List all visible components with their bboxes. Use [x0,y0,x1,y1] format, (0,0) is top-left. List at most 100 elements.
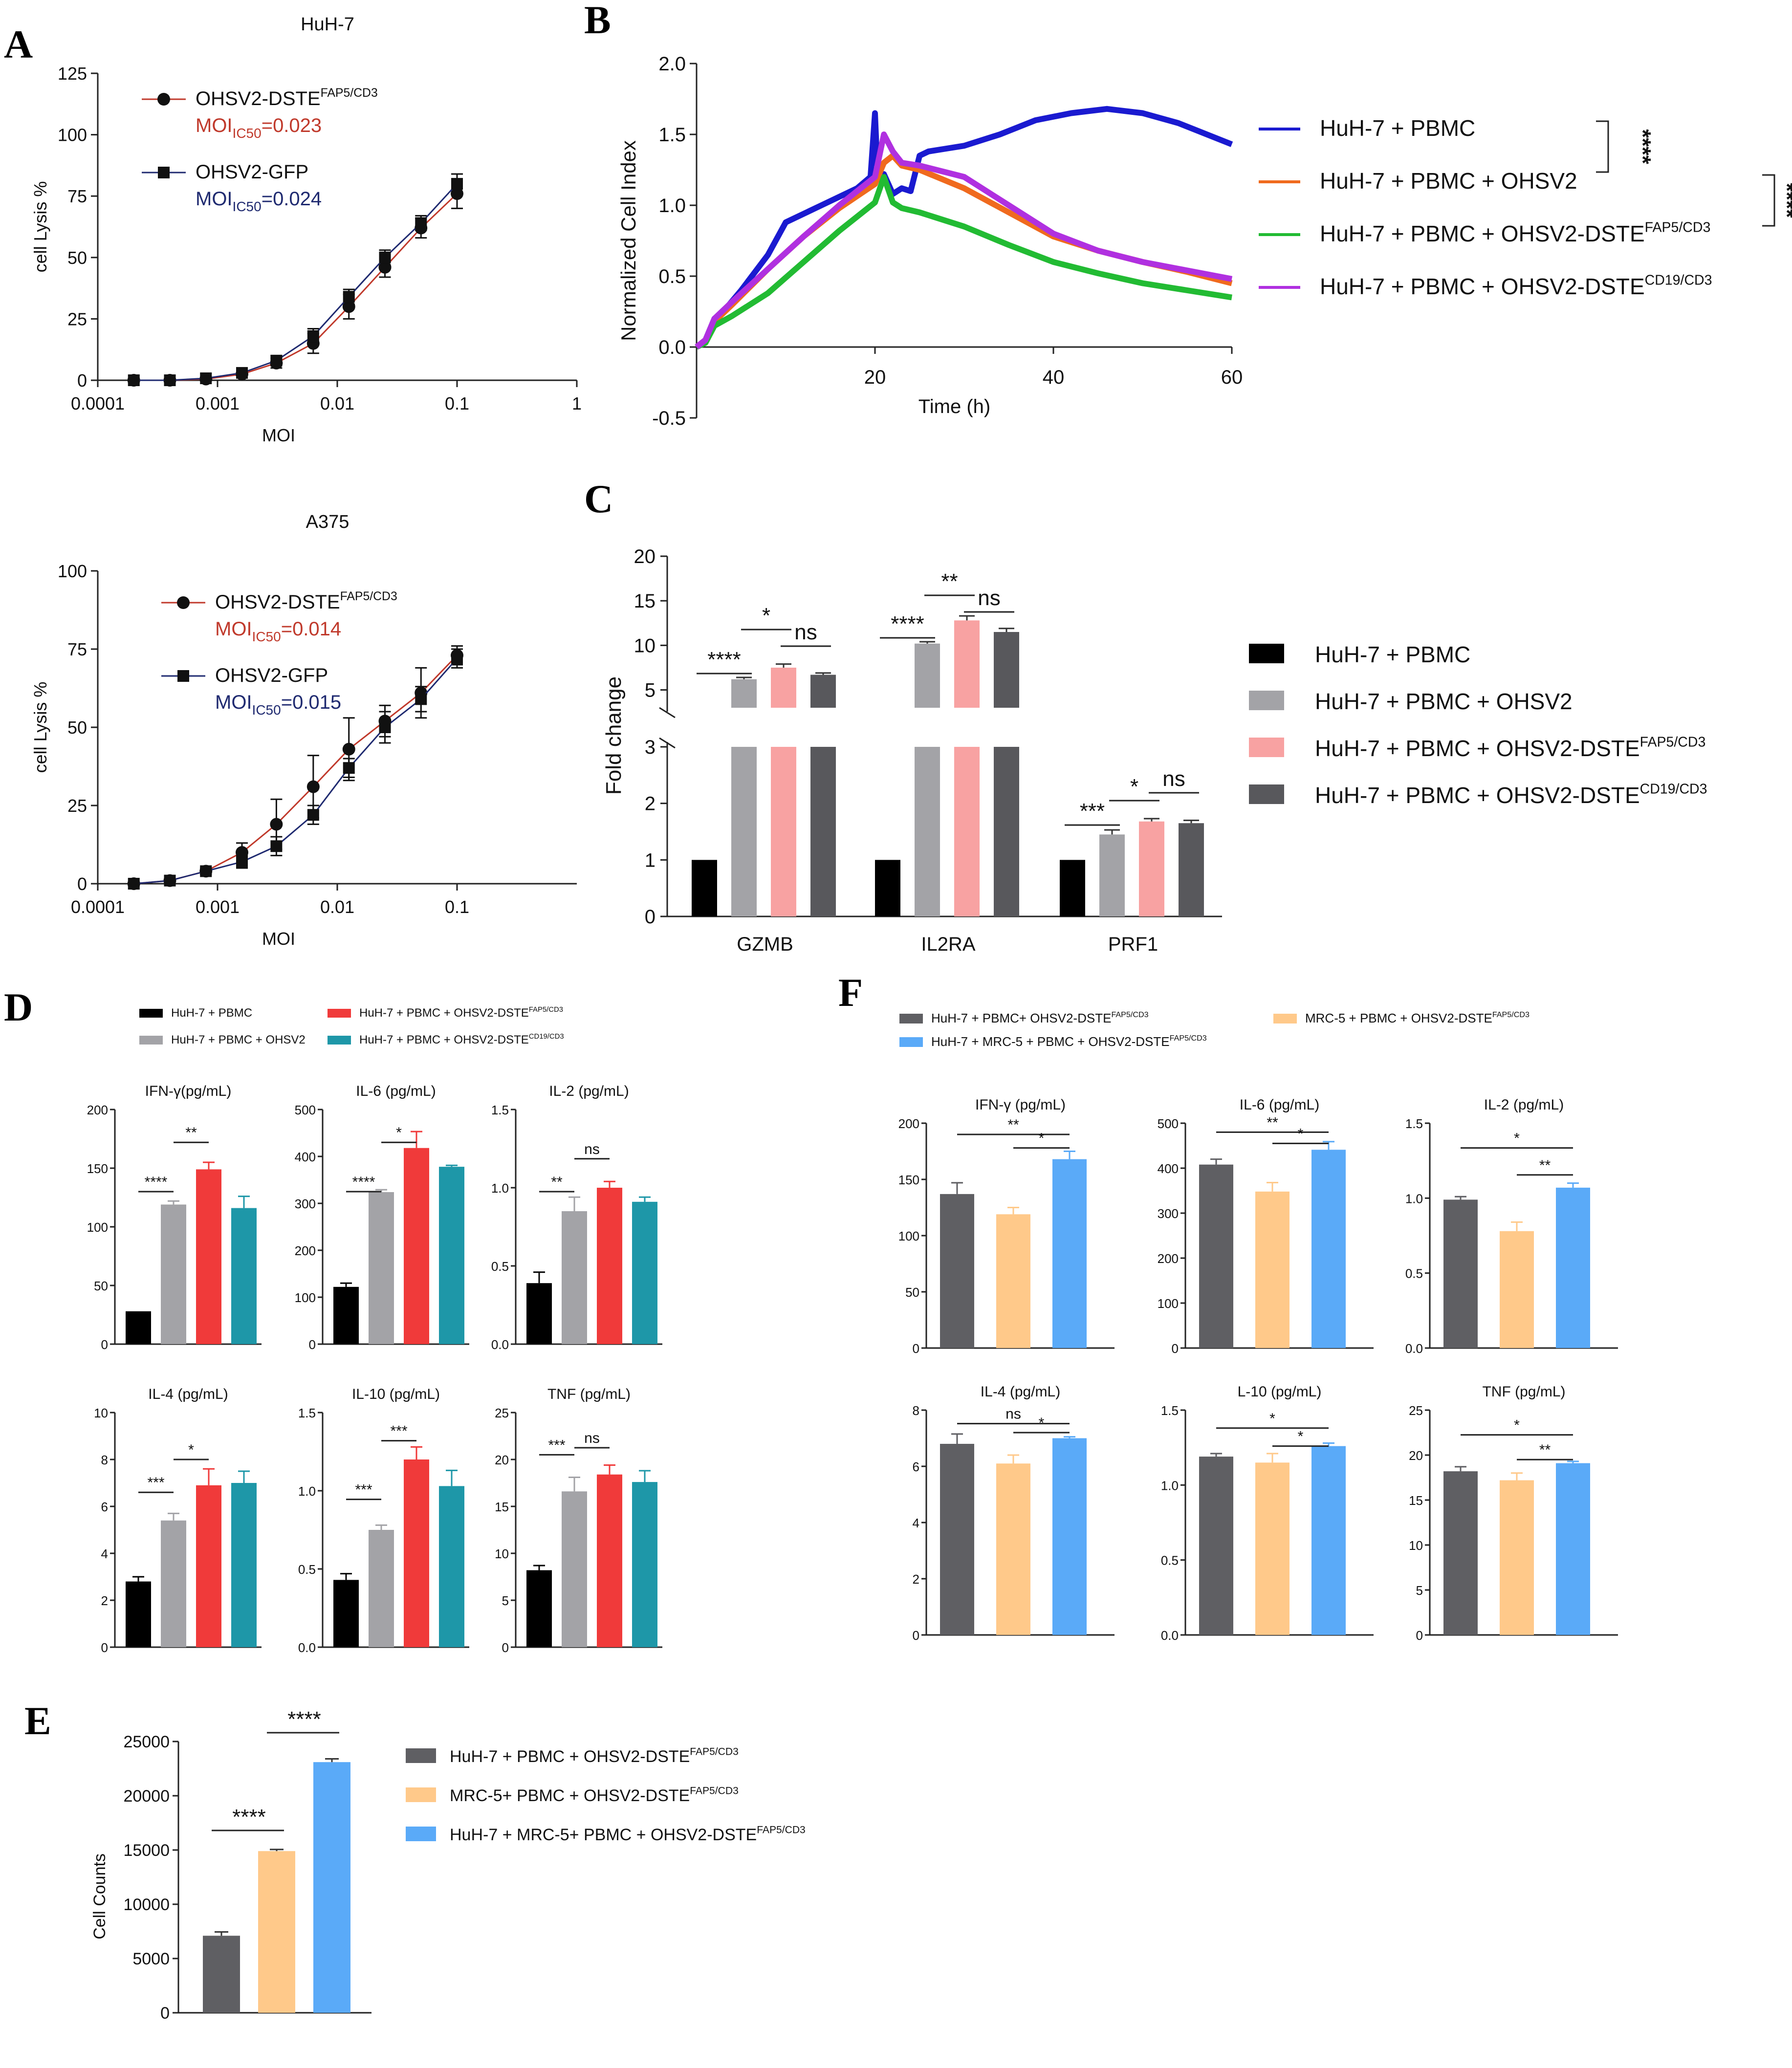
y-tick-label: 1.5 [1161,1403,1179,1418]
sig-label: *** [355,1482,372,1498]
legend-label: HuH-7 + PBMC + OHSV2-DSTEFAP5/CD3 [1320,220,1710,246]
bar [810,675,836,708]
legend-swatch [1249,738,1284,757]
ic50-sub: IC50 [233,126,262,141]
x-category-label: IL2RA [921,934,975,955]
bar [526,1283,552,1344]
x-axis-label: MOI [262,425,295,445]
bar [1556,1187,1590,1348]
bar [562,1211,587,1344]
y-tick-label: 10000 [123,1895,170,1914]
bar [333,1286,359,1344]
sig-label: * [188,1442,194,1458]
x-tick-label: 40 [1043,367,1065,388]
legend-label-main: OHSV2-GFP [196,161,308,183]
bar [731,747,757,916]
legend-label-sup: CD19/CD3 [529,1033,564,1041]
legend-label: OHSV2-DSTEFAP5/CD3 [196,87,378,109]
sig-label: * [1298,1126,1304,1142]
y-tick-label: 200 [295,1243,316,1258]
subplot-title: IFN-γ(pg/mL) [145,1083,232,1099]
legend-label-main: OHSV2-DSTE [215,591,340,613]
axis-break [659,737,676,749]
bar [1199,1457,1233,1635]
legend-label-sup: FAP5/CD3 [321,87,378,100]
y-tick-label: 200 [898,1116,919,1131]
y-axis-label: cell Lysis % [30,682,50,773]
y-tick-label: 1.0 [1405,1191,1423,1206]
bar [1500,1231,1534,1348]
bar [994,747,1019,916]
y-tick-label: 0.0 [658,337,686,358]
data-point [164,374,176,386]
data-point [200,372,212,384]
legend-label-main: HuH-7 + PBMC + OHSV2 [171,1033,306,1046]
bar [771,747,796,916]
series-line [695,152,1233,349]
bar [1311,1150,1346,1348]
y-axis-label: Normalized Cell Index [617,140,640,341]
data-point [307,330,319,342]
x-axis-label: MOI [262,929,295,949]
bar [1443,1199,1478,1348]
x-category-label: GZMB [737,934,793,955]
sig-label: ns [584,1141,600,1157]
bar [692,860,717,916]
y-tick-label: 0.5 [1405,1266,1423,1281]
subplot-title: IL-6 (pg/mL) [356,1083,436,1099]
y-tick-label: 5 [645,680,656,701]
legend-label-main: OHSV2-DSTE [196,88,321,109]
data-point [270,354,283,367]
legend-swatch [139,1009,163,1018]
y-tick-label: 50 [67,718,87,738]
bar [526,1570,552,1647]
y-tick-label: 400 [295,1150,316,1164]
sig-label: ** [1539,1157,1551,1174]
y-tick-label: 5000 [132,1950,170,1968]
legend-label-main: HuH-7 + MRC-5+ PBMC + OHSV2-DSTE [450,1826,757,1844]
y-tick-label: 10 [94,1406,108,1420]
bar [731,679,757,708]
y-tick-label: 0 [160,2004,170,2023]
y-tick-label: 20000 [123,1787,170,1806]
sig-label: *** [1080,799,1105,823]
y-tick-label: 0 [645,906,656,928]
panel-f-cytokine-charts: HuH-7 + PBMC+ OHSV2-DSTE FAP5/CD3 MRC-5 + … [898,1010,1618,1643]
sig-label: ** [185,1125,197,1141]
panel-label-a: A [4,22,33,66]
subplot-title: IL-4 (pg/mL) [148,1386,228,1402]
y-tick-label: 0 [101,1640,108,1655]
y-tick-label: 25000 [123,1733,170,1751]
bar [940,1444,974,1635]
data-point [307,809,319,821]
y-tick-label: 0.0 [298,1640,316,1655]
legend-label-main: MRC-5 + PBMC + OHSV2-DSTE [1305,1011,1492,1025]
data-point [200,865,212,877]
y-tick-label: 500 [1158,1116,1179,1131]
legend-label: HuH-7 + PBMC [171,1006,252,1020]
subplot-title: L-10 (pg/mL) [1238,1384,1322,1400]
data-point [379,251,391,263]
y-tick-label: 125 [58,64,87,84]
sig-bracket [1596,120,1609,173]
sig-label: * [1039,1415,1045,1431]
sig-label: * [1039,1131,1045,1147]
y-tick-label: 25 [1409,1403,1423,1418]
legend-label: HuH-7 + MRC-5 + PBMC + OHSV2-DSTEFAP5/CD… [931,1034,1207,1049]
bar [1255,1462,1289,1635]
data-point [343,762,355,774]
y-tick-label: 50 [94,1279,108,1293]
x-tick-label: 0.01 [320,393,354,414]
bar [161,1204,186,1344]
y-tick-label: 300 [1158,1206,1179,1221]
legend-label: OHSV2-GFP [215,665,328,686]
chart-title: A375 [306,512,350,532]
legend-label-sup: FAP5/CD3 [1492,1010,1530,1019]
legend-label: HuH-7 + PBMC + OHSV2-DSTECD19/CD3 [359,1033,564,1046]
x-tick-label: 0.0001 [71,393,125,414]
legend-swatch [139,1036,163,1045]
legend-label-main: HuH-7 + PBMC+ OHSV2-DSTE [931,1011,1111,1025]
y-tick-label: 400 [1158,1161,1179,1176]
ic50-label: MOIIC50=0.014 [215,618,341,644]
x-category-label: PRF1 [1108,934,1158,955]
